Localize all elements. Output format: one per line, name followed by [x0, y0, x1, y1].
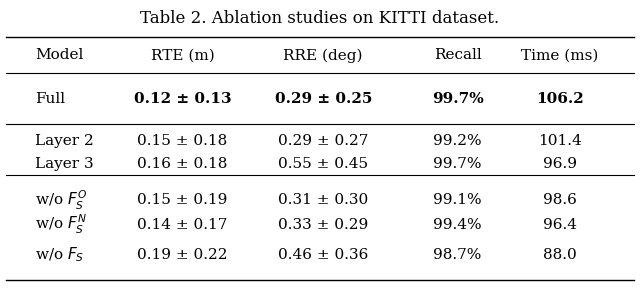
Text: Time (ms): Time (ms) — [522, 48, 598, 62]
Text: Recall: Recall — [434, 48, 481, 62]
Text: 0.19 ± 0.22: 0.19 ± 0.22 — [137, 248, 228, 262]
Text: 0.12 ± 0.13: 0.12 ± 0.13 — [134, 92, 231, 106]
Text: 99.1%: 99.1% — [433, 193, 482, 207]
Text: Full: Full — [35, 92, 65, 106]
Text: 88.0: 88.0 — [543, 248, 577, 262]
Text: 0.31 ± 0.30: 0.31 ± 0.30 — [278, 193, 369, 207]
Text: 0.16 ± 0.18: 0.16 ± 0.18 — [137, 158, 228, 171]
Text: Table 2. Ablation studies on KITTI dataset.: Table 2. Ablation studies on KITTI datas… — [140, 10, 500, 28]
Text: 0.55 ± 0.45: 0.55 ± 0.45 — [278, 158, 368, 171]
Text: Layer 2: Layer 2 — [35, 134, 94, 147]
Text: 99.2%: 99.2% — [433, 134, 482, 147]
Text: Model: Model — [35, 48, 84, 62]
Text: 98.6: 98.6 — [543, 193, 577, 207]
Text: 0.15 ± 0.18: 0.15 ± 0.18 — [137, 134, 228, 147]
Text: 98.7%: 98.7% — [433, 248, 482, 262]
Text: 0.29 ± 0.25: 0.29 ± 0.25 — [275, 92, 372, 106]
Text: RTE (m): RTE (m) — [150, 48, 214, 62]
Text: 96.4: 96.4 — [543, 218, 577, 232]
Text: Layer 3: Layer 3 — [35, 158, 94, 171]
Text: w/o $F_S^N$: w/o $F_S^N$ — [35, 213, 87, 237]
Text: 99.7%: 99.7% — [432, 92, 483, 106]
Text: 0.29 ± 0.27: 0.29 ± 0.27 — [278, 134, 369, 147]
Text: 106.2: 106.2 — [536, 92, 584, 106]
Text: w/o $F_S^O$: w/o $F_S^O$ — [35, 189, 87, 212]
Text: 0.15 ± 0.19: 0.15 ± 0.19 — [137, 193, 228, 207]
Text: w/o $F_S$: w/o $F_S$ — [35, 245, 84, 264]
Text: 0.46 ± 0.36: 0.46 ± 0.36 — [278, 248, 369, 262]
Text: 0.14 ± 0.17: 0.14 ± 0.17 — [137, 218, 228, 232]
Text: RRE (deg): RRE (deg) — [284, 48, 363, 62]
Text: 96.9: 96.9 — [543, 158, 577, 171]
Text: 101.4: 101.4 — [538, 134, 582, 147]
Text: 99.7%: 99.7% — [433, 158, 482, 171]
Text: 99.4%: 99.4% — [433, 218, 482, 232]
Text: 0.33 ± 0.29: 0.33 ± 0.29 — [278, 218, 369, 232]
